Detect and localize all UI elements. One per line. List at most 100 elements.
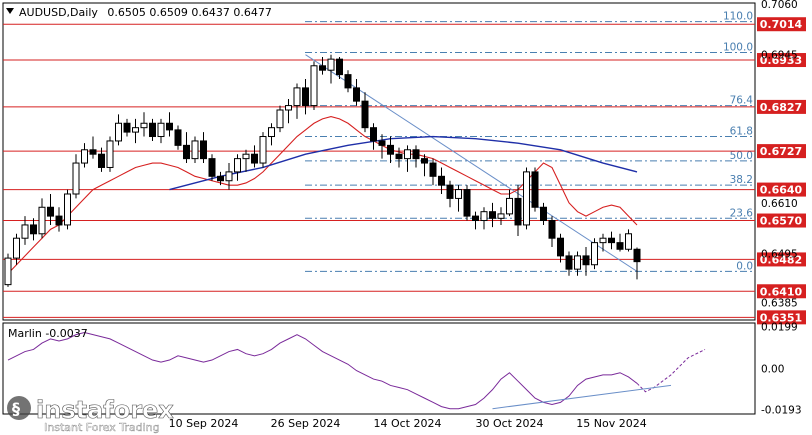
price-tick-label: 0.6945	[761, 50, 798, 62]
candle	[361, 92, 369, 133]
candle-body	[81, 149, 88, 164]
candle	[30, 218, 37, 241]
candle-body	[565, 255, 573, 270]
candle-body	[174, 129, 182, 146]
fib-label: 100.0	[723, 42, 753, 54]
candle	[531, 167, 539, 212]
main-panel-frame	[2, 2, 756, 321]
candle-body	[421, 158, 428, 164]
level-price-tag	[757, 17, 806, 32]
candle	[293, 83, 301, 119]
candle	[4, 253, 12, 287]
candle	[285, 98, 292, 124]
candle-body	[336, 58, 343, 76]
watermark-brand: instaforex	[36, 396, 174, 424]
candle-body	[276, 109, 284, 129]
candle	[140, 112, 148, 137]
candle	[72, 154, 80, 199]
candle	[557, 233, 564, 263]
candle	[81, 143, 88, 168]
candle-body	[404, 149, 411, 160]
candle-body	[574, 255, 581, 270]
candle	[89, 136, 97, 159]
chart-header: AUDUSD,Daily 0.6505 0.6509 0.6437 0.6477	[19, 6, 272, 19]
level-price-tag	[757, 99, 806, 114]
candle-body	[395, 153, 403, 160]
candle-body	[514, 197, 522, 226]
date-tick-label: 14 Oct 2024	[373, 417, 441, 430]
instaforex-logo-icon	[7, 396, 31, 420]
candle	[608, 231, 615, 250]
candle	[13, 233, 20, 265]
level-price-label: 0.7014	[760, 18, 803, 31]
downtrend-line	[305, 54, 638, 272]
level-price-label: 0.6410	[760, 285, 803, 298]
candle	[115, 114, 122, 146]
candle-body	[463, 189, 471, 217]
level-price-label: 0.6570	[760, 215, 803, 228]
candle-body	[106, 140, 114, 168]
candle-body	[302, 87, 309, 107]
candle-body	[47, 206, 54, 217]
candle	[276, 105, 284, 133]
candle	[319, 56, 326, 75]
candle-body	[557, 237, 564, 257]
candle	[344, 70, 352, 93]
candle	[616, 233, 624, 252]
candle	[497, 207, 505, 225]
candle-body	[633, 248, 641, 263]
candle-body	[55, 215, 63, 226]
oscillator-tick-label: 0.00	[761, 364, 784, 376]
candle	[574, 251, 581, 276]
price-tick-label: 0.6610	[761, 198, 798, 210]
candle-body	[225, 171, 233, 182]
candle-body	[89, 149, 97, 155]
date-tick-label: 30 Oct 2024	[475, 417, 543, 430]
candle-body	[497, 213, 505, 219]
oscillator-panel-frame	[2, 322, 756, 415]
oscillator-tick-label: -0.0193	[761, 404, 802, 416]
candle	[106, 136, 114, 172]
candle	[446, 180, 454, 208]
candle-body	[387, 144, 394, 155]
marlin-projection	[636, 349, 706, 393]
level-price-tag	[757, 213, 806, 228]
candle	[625, 229, 632, 252]
candle	[310, 61, 318, 110]
candle-body	[582, 255, 590, 266]
level-price-tag	[757, 284, 806, 299]
marlin-series	[7, 332, 638, 410]
candle-body	[21, 224, 29, 239]
trendline-group	[305, 54, 638, 272]
candle	[64, 189, 71, 230]
candle-body	[327, 58, 335, 71]
candle	[259, 132, 267, 168]
candle-body	[344, 74, 352, 89]
candle-body	[123, 122, 131, 133]
candle	[183, 132, 190, 164]
level-price-label: 0.6482	[760, 253, 802, 266]
candle-body	[234, 158, 241, 173]
level-price-tag	[757, 182, 806, 197]
candle-body	[115, 122, 122, 142]
candle	[327, 54, 335, 84]
candle	[378, 134, 386, 159]
level-price-label: 0.6640	[760, 184, 803, 197]
candle-body	[319, 65, 326, 71]
candle	[463, 185, 471, 221]
candle	[191, 136, 199, 164]
candle-body	[4, 257, 12, 286]
price-tick-label: 0.7060	[761, 0, 798, 11]
candle-body	[378, 140, 386, 146]
candle-body	[455, 189, 462, 199]
candle-body	[166, 122, 173, 131]
candle	[149, 118, 156, 141]
level-price-label: 0.6727	[760, 145, 802, 158]
candle-body	[30, 224, 37, 235]
candle	[336, 56, 343, 80]
candle	[166, 112, 173, 137]
candle-body	[251, 153, 258, 164]
candle	[565, 251, 573, 276]
